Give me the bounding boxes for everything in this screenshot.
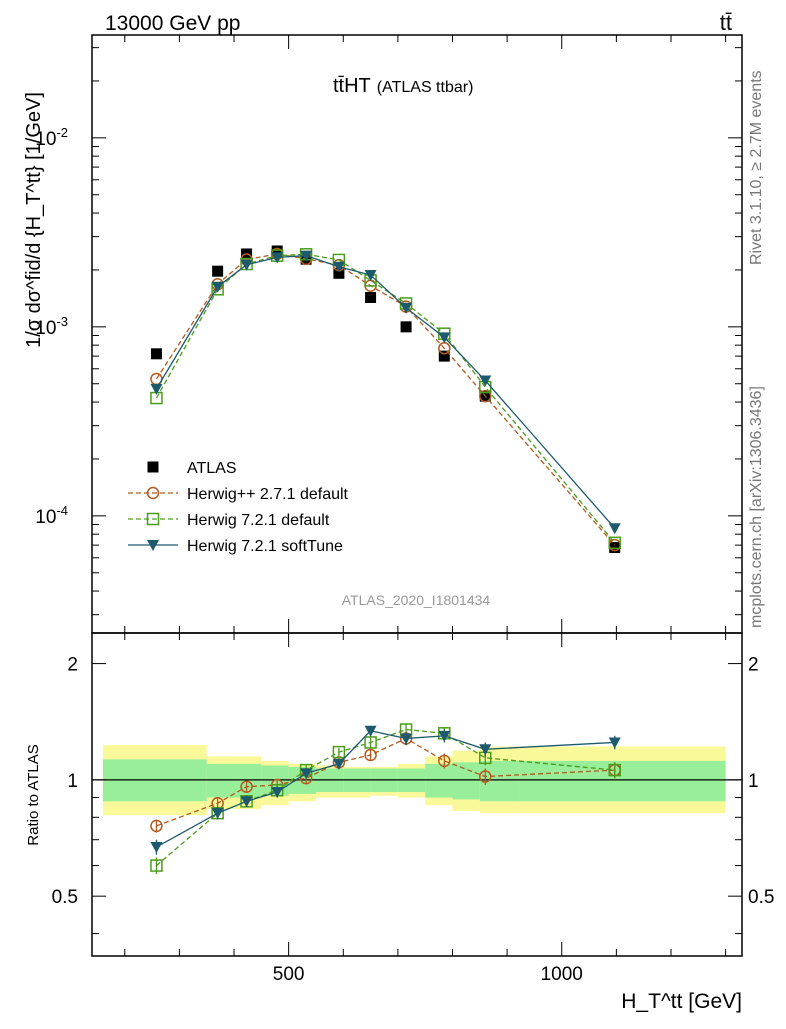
legend-marker [147, 461, 159, 473]
ratio-point [211, 808, 224, 820]
ratio-point [332, 758, 345, 770]
ratio-point [479, 744, 492, 756]
ratio-point [240, 780, 253, 793]
y-tick-label: 10-4 [35, 503, 68, 528]
legend-label: Herwig++ 2.7.1 default [187, 486, 349, 503]
data-point [609, 542, 621, 554]
data-point [211, 281, 224, 293]
legend: ATLAS Herwig++ 2.7.1 default Herwig 7.2.1 … [128, 460, 349, 555]
ratio-band-inner [425, 763, 453, 798]
ratio-point [608, 763, 621, 777]
ratio-point [364, 748, 377, 762]
data-point [364, 270, 377, 282]
chart-title-sub: (ATLAS ttbar) [377, 79, 474, 96]
chart-title: tt̄HT (ATLAS ttbar) [333, 75, 473, 97]
ratio-plot-frame [91, 632, 743, 957]
data-point [271, 245, 283, 257]
ratio-point [479, 770, 492, 783]
legend-marker [146, 512, 160, 526]
ratio-band-inner [206, 763, 235, 798]
ratio-point [150, 859, 163, 872]
data-point [479, 389, 492, 403]
legend-marker [147, 540, 159, 551]
ratio-point [300, 768, 313, 780]
ratio-uncertainty-bands [92, 745, 742, 816]
legend-label: Herwig 7.2.1 softTune [187, 538, 343, 555]
ratio-point [438, 730, 451, 742]
ratio-band-inner [479, 760, 519, 802]
rivet-label: Rivet 3.1.10, ≥ 2.7M events [748, 70, 765, 265]
data-point [150, 348, 162, 360]
legend-label: Herwig 7.2.1 default [187, 512, 330, 529]
series-0 [150, 245, 621, 554]
data-point [400, 302, 413, 314]
data-point [608, 536, 621, 550]
data-point [479, 375, 492, 387]
ratio-y-tick-label: 2 [67, 655, 78, 676]
data-point [300, 250, 313, 262]
axis-ticks: 500 1000 10-4 10-3 10-2 0.5 0.5 1 1 2 2 [35, 35, 774, 985]
ratio-y-axis-label: Ratio to ATLAS [25, 744, 42, 845]
ratio-point [400, 733, 413, 745]
ratio-point [271, 787, 284, 799]
y-tick-label: 10-3 [35, 314, 68, 339]
ratio-band-inner [452, 762, 480, 800]
ratio-point [150, 819, 163, 833]
data-point [271, 252, 284, 264]
legend-label: ATLAS [187, 460, 237, 477]
data-point [332, 261, 345, 273]
data-point [212, 265, 224, 277]
data-point [365, 291, 377, 303]
main-y-axis-label: 1/σ dσ^fid/d {H_T^tt} [1/GeV] [23, 92, 45, 348]
chart-title-main: tt̄HT [333, 75, 371, 97]
data-point [438, 350, 450, 362]
ratio-y-tick-label-right: 0.5 [748, 887, 774, 908]
data-point [150, 383, 163, 395]
ratio-point [240, 796, 253, 808]
ratio-point [438, 754, 451, 768]
ratio-point [150, 842, 163, 854]
data-point [608, 523, 621, 535]
ratio-y-tick-label: 0.5 [52, 887, 78, 908]
mcplots-label: mcplots.cern.ch [arXiv:1306.3436] [748, 386, 765, 628]
data-point [333, 267, 345, 279]
header-right: tt̄ [720, 10, 732, 35]
ratio-y-tick-label: 1 [67, 771, 78, 792]
ratio-point [608, 737, 621, 749]
data-point [438, 332, 451, 344]
x-tick-label: 500 [273, 964, 305, 985]
ratio-point [364, 736, 377, 749]
ratio-point [364, 725, 377, 737]
ratio-y-tick-label-right: 2 [748, 655, 759, 676]
x-axis-label: H_T^tt [GeV] [621, 990, 742, 1013]
data-point [400, 321, 412, 333]
header-left: 13000 GeV pp [105, 12, 240, 35]
data-series [150, 245, 621, 875]
series-3 [150, 250, 621, 855]
ratio-band-inner [518, 760, 726, 802]
data-point [240, 259, 253, 271]
analysis-label: ATLAS_2020_I1801434 [342, 592, 491, 608]
ratio-point [332, 745, 346, 759]
legend-marker [146, 486, 160, 500]
x-tick-label: 1000 [541, 964, 583, 985]
ratio-y-tick-label-right: 1 [748, 771, 759, 792]
y-tick-label: 10-2 [35, 125, 68, 150]
